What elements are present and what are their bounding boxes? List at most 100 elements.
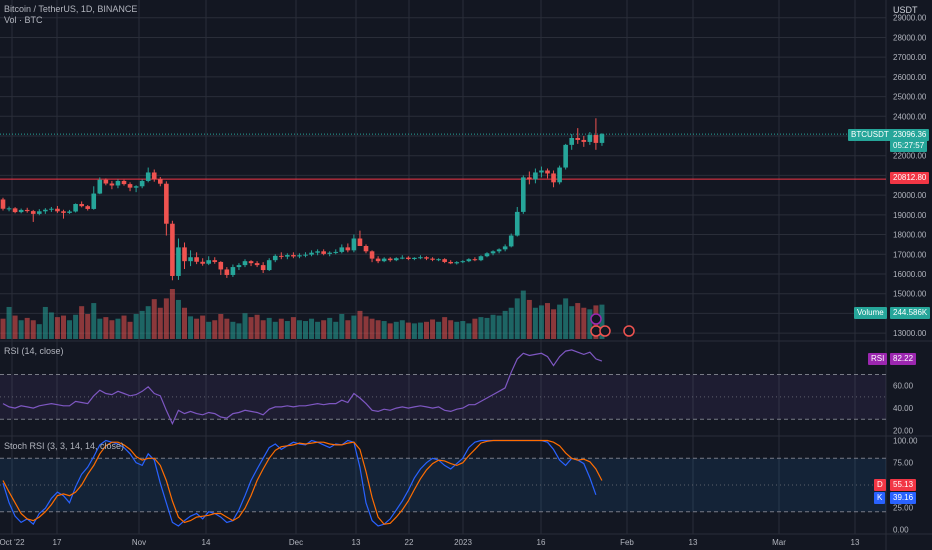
candle-body[interactable] bbox=[158, 179, 163, 184]
candle-body[interactable] bbox=[484, 253, 490, 257]
candle-body[interactable] bbox=[145, 172, 151, 181]
candle-body[interactable] bbox=[236, 265, 242, 268]
candle-body[interactable] bbox=[224, 269, 230, 275]
candle-body[interactable] bbox=[599, 134, 605, 143]
candle-body[interactable] bbox=[49, 208, 54, 210]
candle-body[interactable] bbox=[248, 261, 254, 264]
candle-body[interactable] bbox=[67, 211, 72, 213]
candle-body[interactable] bbox=[279, 255, 284, 257]
candle-body[interactable] bbox=[200, 261, 205, 264]
candle-body[interactable] bbox=[472, 259, 478, 261]
candle-body[interactable] bbox=[254, 263, 260, 266]
candle-body[interactable] bbox=[448, 261, 453, 264]
candle-body[interactable] bbox=[206, 260, 211, 264]
candle-body[interactable] bbox=[557, 167, 562, 183]
candle-body[interactable] bbox=[593, 135, 599, 143]
candle-body[interactable] bbox=[369, 251, 375, 259]
candle-body[interactable] bbox=[315, 251, 320, 253]
candle-body[interactable] bbox=[309, 252, 314, 255]
candle-body[interactable] bbox=[127, 184, 133, 188]
candle-body[interactable] bbox=[6, 208, 12, 210]
candle-body[interactable] bbox=[43, 209, 48, 212]
candle-body[interactable] bbox=[37, 211, 42, 214]
stoch-rsi-legend[interactable]: Stoch RSI (3, 3, 14, 14, close) bbox=[4, 441, 125, 451]
candle-body[interactable] bbox=[164, 183, 169, 224]
candle-body[interactable] bbox=[266, 260, 272, 271]
candle-body[interactable] bbox=[0, 199, 6, 209]
candle-body[interactable] bbox=[454, 262, 460, 264]
candle-body[interactable] bbox=[151, 172, 157, 180]
candle-body[interactable] bbox=[30, 211, 36, 214]
candle-body[interactable] bbox=[303, 254, 308, 256]
candle-body[interactable] bbox=[218, 261, 224, 270]
candle-body[interactable] bbox=[563, 144, 568, 168]
candle-body[interactable] bbox=[24, 209, 30, 212]
candle-body[interactable] bbox=[436, 259, 441, 261]
candle-body[interactable] bbox=[502, 246, 508, 250]
candle-body[interactable] bbox=[91, 193, 97, 209]
candle-body[interactable] bbox=[327, 252, 332, 254]
candle-body[interactable] bbox=[321, 251, 326, 254]
candle-body[interactable] bbox=[533, 172, 538, 180]
candle-body[interactable] bbox=[460, 261, 466, 263]
candle-body[interactable] bbox=[97, 179, 103, 194]
candle-body[interactable] bbox=[375, 258, 381, 262]
candle-body[interactable] bbox=[176, 247, 181, 276]
candle-body[interactable] bbox=[297, 255, 302, 257]
candle-body[interactable] bbox=[18, 209, 24, 213]
candle-body[interactable] bbox=[194, 257, 199, 262]
candle-body[interactable] bbox=[418, 257, 423, 259]
candle-body[interactable] bbox=[121, 180, 127, 185]
rsi-legend[interactable]: RSI (14, close) bbox=[4, 346, 64, 356]
candle-body[interactable] bbox=[260, 265, 266, 271]
volume-legend[interactable]: Vol · BTC bbox=[4, 15, 43, 25]
candle-body[interactable] bbox=[466, 259, 472, 262]
candle-body[interactable] bbox=[182, 247, 187, 262]
candle-body[interactable] bbox=[242, 261, 248, 266]
event-marker-icon[interactable] bbox=[599, 325, 611, 337]
candle-body[interactable] bbox=[569, 137, 574, 145]
candle-body[interactable] bbox=[412, 257, 417, 260]
candle-body[interactable] bbox=[478, 256, 484, 261]
candle-body[interactable] bbox=[496, 249, 502, 252]
candle-body[interactable] bbox=[351, 238, 357, 251]
candle-body[interactable] bbox=[103, 179, 109, 184]
candle-body[interactable] bbox=[442, 259, 447, 262]
candle-body[interactable] bbox=[55, 208, 60, 212]
candle-body[interactable] bbox=[545, 170, 550, 174]
candle-body[interactable] bbox=[575, 137, 581, 140]
candle-body[interactable] bbox=[430, 258, 435, 260]
candle-body[interactable] bbox=[514, 211, 520, 236]
candle-body[interactable] bbox=[339, 247, 345, 252]
candle-body[interactable] bbox=[381, 258, 387, 262]
candle-body[interactable] bbox=[188, 257, 193, 262]
candle-body[interactable] bbox=[539, 170, 544, 173]
candle-body[interactable] bbox=[291, 255, 296, 257]
symbol-legend[interactable]: Bitcoin / TetherUS, 1D, BINANCE bbox=[4, 4, 138, 14]
candle-body[interactable] bbox=[345, 247, 351, 251]
candle-body[interactable] bbox=[363, 245, 369, 252]
candle-body[interactable] bbox=[551, 173, 556, 183]
horizontal-line-price-tag[interactable]: 20812.80 bbox=[890, 172, 930, 184]
candle-body[interactable] bbox=[12, 208, 18, 213]
candle-body[interactable] bbox=[73, 204, 78, 212]
candle-body[interactable] bbox=[109, 183, 115, 186]
candle-body[interactable] bbox=[406, 257, 411, 260]
candle-body[interactable] bbox=[212, 260, 218, 262]
candle-body[interactable] bbox=[170, 223, 175, 276]
candle-body[interactable] bbox=[527, 177, 532, 180]
candle-body[interactable] bbox=[393, 258, 399, 261]
candle-body[interactable] bbox=[400, 257, 405, 259]
candle-body[interactable] bbox=[61, 211, 66, 213]
candle-body[interactable] bbox=[387, 258, 393, 261]
candle-body[interactable] bbox=[139, 180, 145, 187]
candle-body[interactable] bbox=[230, 267, 236, 275]
event-marker-icon[interactable] bbox=[623, 325, 635, 337]
candle-body[interactable] bbox=[521, 177, 526, 212]
candle-body[interactable] bbox=[424, 257, 429, 259]
candle-body[interactable] bbox=[272, 255, 278, 261]
candle-body[interactable] bbox=[115, 180, 121, 186]
candle-body[interactable] bbox=[285, 255, 290, 257]
candle-body[interactable] bbox=[587, 135, 593, 142]
candle-body[interactable] bbox=[133, 186, 139, 188]
